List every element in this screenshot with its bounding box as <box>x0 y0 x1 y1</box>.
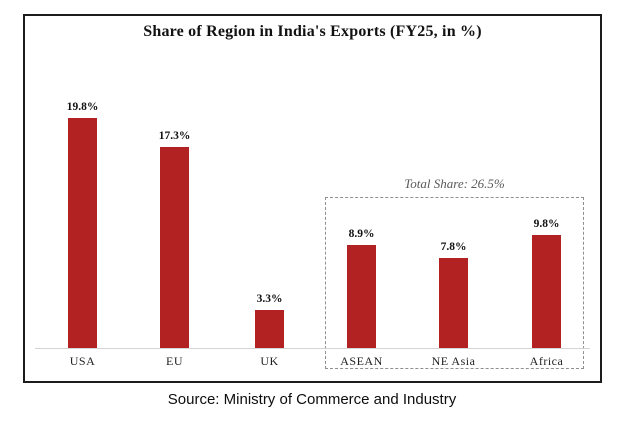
chart-title: Share of Region in India's Exports (FY25… <box>143 23 482 40</box>
total-share-annotation: Total Share: 26.5% <box>404 176 505 191</box>
value-label-eu: 17.3% <box>158 130 191 142</box>
category-label-uk: UK <box>260 354 279 368</box>
bar-eu <box>160 147 189 349</box>
value-label-ne-asia: 7.8% <box>440 241 467 253</box>
bar-usa <box>68 118 97 349</box>
value-label-asean: 8.9% <box>348 228 375 240</box>
value-label-usa: 19.8% <box>66 101 99 113</box>
chart-frame <box>23 14 602 383</box>
category-label-ne-asia: NE Asia <box>431 354 476 368</box>
category-label-usa: USA <box>69 354 96 368</box>
bar-uk <box>255 310 284 349</box>
bar-asean <box>347 245 376 349</box>
source-caption: Source: Ministry of Commerce and Industr… <box>167 391 457 408</box>
category-label-africa: Africa <box>529 354 564 368</box>
category-label-eu: EU <box>166 354 183 368</box>
bar-ne-asia <box>439 258 468 349</box>
value-label-africa: 9.8% <box>533 218 560 230</box>
grouped-regions-dashed-box <box>325 197 584 369</box>
category-label-asean: ASEAN <box>340 354 383 368</box>
value-label-uk: 3.3% <box>256 293 283 305</box>
bar-africa <box>532 235 561 349</box>
x-axis-line <box>35 348 590 349</box>
